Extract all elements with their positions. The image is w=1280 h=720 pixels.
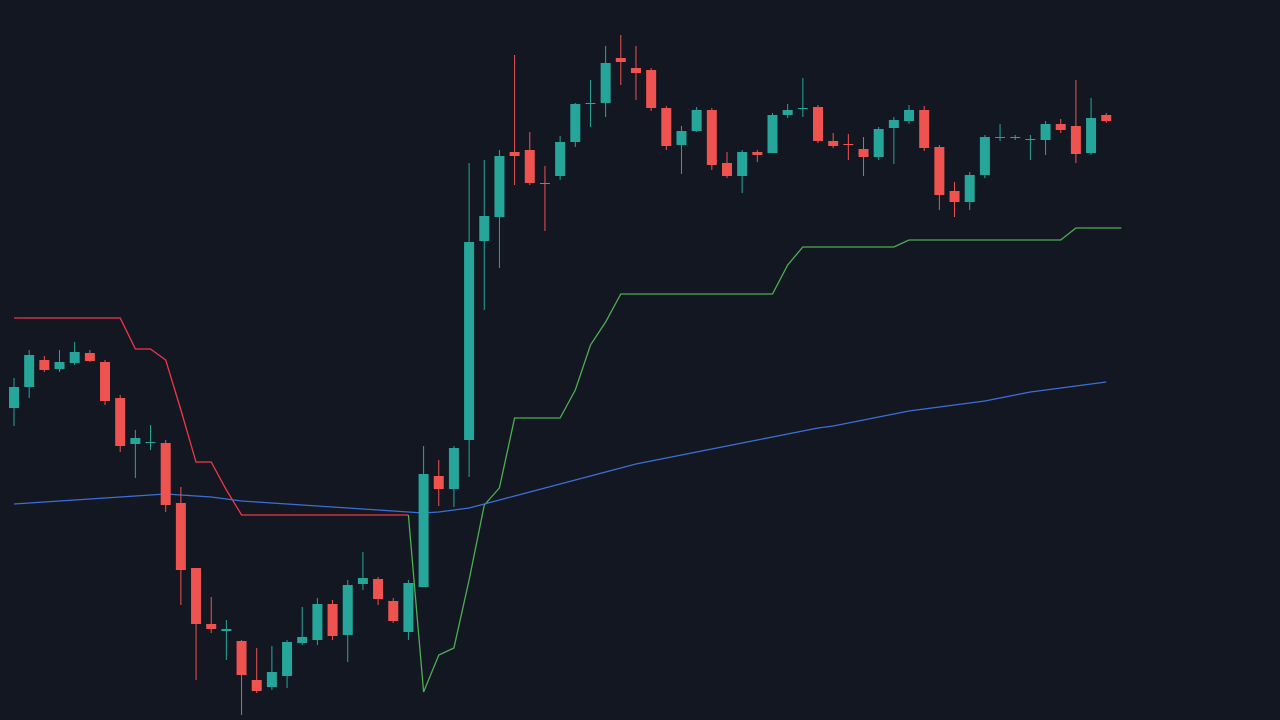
candle-body <box>813 107 824 141</box>
candle-body <box>737 152 748 176</box>
candle-body <box>691 110 702 131</box>
candle-body <box>1086 118 1097 153</box>
candle-body <box>160 443 171 505</box>
candle-body <box>934 147 945 195</box>
candle-body <box>615 58 626 62</box>
candle-body <box>1040 124 1051 140</box>
candle-body <box>388 601 399 621</box>
candle-body <box>433 476 444 489</box>
candle-body <box>418 474 429 587</box>
candle-body <box>327 604 338 636</box>
candle-body <box>9 387 19 408</box>
candle-body <box>69 352 80 363</box>
candle-body <box>251 680 262 691</box>
candle-body <box>1010 137 1021 138</box>
candle-body <box>403 583 414 632</box>
candle-body <box>752 152 763 155</box>
candle-body <box>585 103 596 104</box>
candle-body <box>570 104 581 142</box>
candle-body <box>964 175 975 202</box>
candle-body <box>282 642 293 676</box>
candle-body <box>191 568 202 624</box>
candle-body <box>100 362 111 401</box>
candle-body <box>797 108 808 109</box>
candle-body <box>236 641 247 675</box>
candle-body <box>312 604 323 640</box>
candle-body <box>130 438 141 444</box>
candle-body <box>54 362 65 369</box>
candle-body <box>767 115 778 153</box>
candle-body <box>873 129 884 157</box>
candle-body <box>266 672 277 687</box>
candle-body <box>904 110 915 121</box>
candle-body <box>630 68 641 73</box>
candle-body <box>479 216 490 241</box>
candle-body <box>706 110 717 165</box>
candle-body <box>448 448 459 489</box>
candle-body <box>1101 115 1112 121</box>
indicator-line <box>14 317 409 516</box>
candle-body <box>979 137 990 175</box>
candle-body <box>206 624 217 629</box>
candle-body <box>175 503 186 570</box>
indicator-line <box>13 381 1107 514</box>
candle-body <box>145 442 156 443</box>
candle-body <box>782 110 793 115</box>
candle-body <box>221 629 232 631</box>
candle-body <box>888 120 899 128</box>
candle-body <box>342 585 353 635</box>
candle-body <box>646 70 657 108</box>
candle-body <box>115 398 126 446</box>
candle-body <box>494 156 505 217</box>
candle-body <box>524 150 535 183</box>
candle-body <box>509 152 520 156</box>
candle-body <box>464 242 475 440</box>
candle-body <box>24 355 35 387</box>
candle-body <box>84 353 95 361</box>
candle-body <box>721 163 732 176</box>
candle-body <box>373 579 384 599</box>
candle-body <box>539 183 550 184</box>
candle-body <box>828 141 839 146</box>
candle-body <box>357 578 368 584</box>
candle-body <box>555 142 566 176</box>
candle-body <box>949 191 960 202</box>
candle-body <box>297 637 308 643</box>
indicator-line <box>407 227 1122 693</box>
candle-body <box>858 149 869 157</box>
candle-body <box>1055 124 1066 130</box>
candle-body <box>39 360 50 370</box>
candle-body <box>1025 139 1036 140</box>
candle-body <box>1070 126 1081 154</box>
candle-body <box>843 144 854 145</box>
candle-body <box>600 63 611 103</box>
candle-body <box>661 108 672 146</box>
candle-body <box>676 131 687 145</box>
candle-body <box>995 137 1006 138</box>
candle-body <box>919 110 930 148</box>
